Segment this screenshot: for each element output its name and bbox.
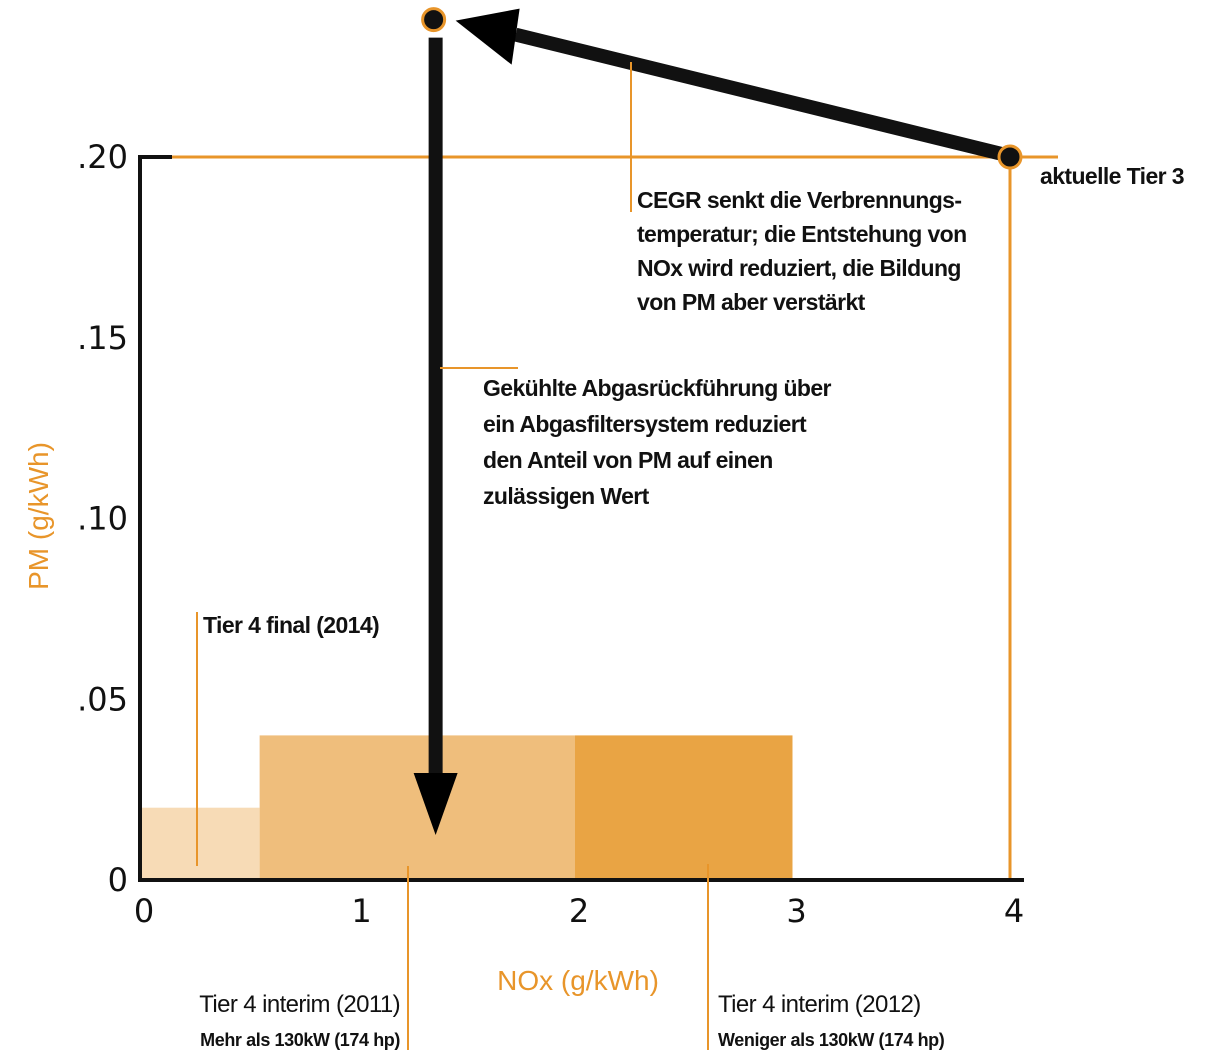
labels-layer: CEGR senkt die Verbrennungs-temperatur; … (196, 62, 1185, 1050)
point-marker-0 (997, 144, 1023, 170)
filter-note-line: Gekühlte Abgasrückführung über (483, 375, 832, 401)
cegr-note-line: von PM aber verstärkt (637, 289, 866, 315)
arrow-cegr-head (455, 8, 520, 65)
tier3-label: aktuelle Tier 3 (1040, 163, 1184, 189)
bar-2 (575, 735, 793, 880)
tier4-2012-sub: Weniger als 130kW (174 hp) (718, 1030, 945, 1050)
arrows-layer (413, 8, 1004, 836)
tier4-2011-title: Tier 4 interim (2011) (199, 991, 400, 1018)
cegr-note-line: NOx wird reduziert, die Bildung (637, 255, 961, 281)
points-layer (421, 7, 1023, 170)
y-tick-label: .15 (77, 319, 128, 357)
x-tick-label: 1 (351, 892, 371, 930)
x-tick-label: 2 (569, 892, 589, 930)
x-tick-label: 3 (786, 892, 806, 930)
y-tick-label: 0 (108, 861, 128, 899)
x-tick-label: 0 (134, 892, 154, 930)
bar-1 (259, 735, 575, 880)
point-marker-1 (421, 7, 447, 33)
arrow-cegr-shaft (513, 27, 1004, 161)
y-tick-label: .05 (77, 680, 128, 718)
tier4-2011-sub: Mehr als 130kW (174 hp) (200, 1030, 400, 1050)
x-axis-title: NOx (g/kWh) (497, 965, 659, 996)
y-tick-label: .20 (77, 138, 128, 176)
tier4-final-label: Tier 4 final (2014) (203, 612, 379, 638)
x-tick-label: 4 (1004, 892, 1024, 930)
filter-note-line: ein Abgasfiltersystem reduziert (483, 411, 807, 437)
bars-layer (140, 735, 793, 880)
arrow-filter-head (413, 773, 458, 836)
cegr-note-line: CEGR senkt die Verbrennungs- (637, 187, 961, 213)
filter-note-line: zulässigen Wert (483, 483, 650, 509)
guides-layer (140, 155, 1058, 880)
cegr-note-line: temperatur; die Entstehung von (637, 221, 967, 247)
y-axis-title: PM (g/kWh) (23, 442, 54, 590)
axes-layer: 0 .05 .10 .15 .20 0 1 2 3 4 NOx (g/kWh) PM (g/kWh) (23, 138, 1024, 996)
y-tick-label: .10 (77, 500, 128, 538)
tier4-2012-title: Tier 4 interim (2012) (718, 991, 921, 1018)
filter-note-line: den Anteil von PM auf einen (483, 447, 773, 473)
bar-0 (140, 807, 260, 880)
